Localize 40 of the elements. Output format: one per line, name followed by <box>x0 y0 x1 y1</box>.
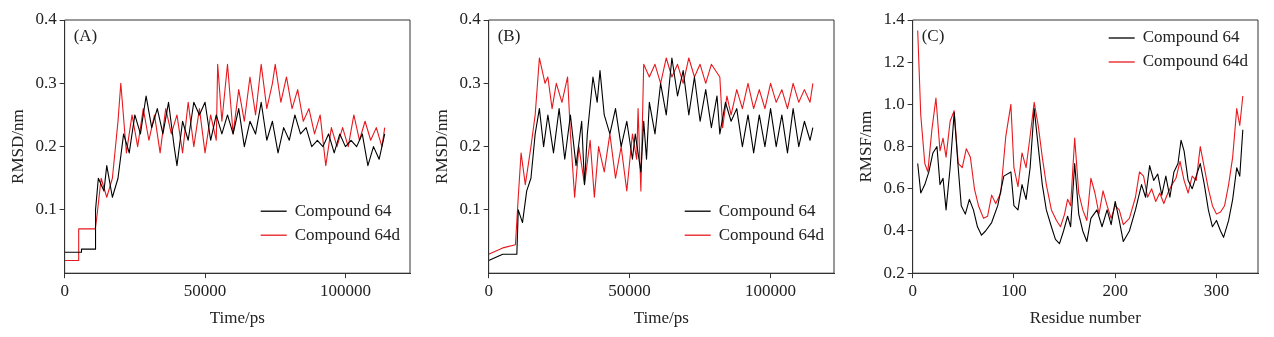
y-tick-label: 0.4 <box>459 9 482 29</box>
x-tick-label: 0 <box>908 280 917 300</box>
y-tick-label: 0.2 <box>459 136 481 156</box>
x-tick-label: 50000 <box>183 280 227 300</box>
y-tick-label: 1.2 <box>883 51 905 71</box>
y-axis-title: RMSF/nm <box>855 110 875 183</box>
y-tick-label: 0.2 <box>883 262 905 282</box>
y-tick-label: 1.0 <box>883 93 905 113</box>
x-tick-label: 50000 <box>608 280 651 300</box>
legend-label: Compound 64 <box>1142 27 1240 47</box>
legend-label: Compound 64 <box>718 200 816 220</box>
annotation: (B) <box>497 25 521 45</box>
legend-label: Compound 64d <box>718 224 825 244</box>
legend-label: Compound 64d <box>294 224 401 244</box>
y-tick-label: 0.6 <box>883 178 905 198</box>
y-tick-label: 0.2 <box>35 136 57 156</box>
x-tick-label: 0 <box>60 280 69 300</box>
x-tick-label: 100 <box>1001 280 1027 300</box>
x-tick-label: 300 <box>1203 280 1230 300</box>
x-tick-label: 100000 <box>319 280 371 300</box>
legend-label: Compound 64d <box>1142 51 1249 71</box>
x-tick-label: 100000 <box>745 280 797 300</box>
y-axis-title: RMSD/nm <box>7 109 27 184</box>
y-tick-label: 0.1 <box>459 199 481 219</box>
y-tick-label: 1.4 <box>883 9 906 29</box>
y-tick-label: 0.1 <box>35 199 57 219</box>
x-axis-title: Time/ps <box>209 308 265 328</box>
x-tick-label: 0 <box>484 280 493 300</box>
y-tick-label: 0.8 <box>883 136 905 156</box>
annotation: (A) <box>73 25 98 45</box>
y-tick-label: 0.4 <box>35 9 58 29</box>
legend-label: Compound 64 <box>294 200 392 220</box>
y-tick-label: 0.3 <box>459 72 481 92</box>
x-tick-label: 200 <box>1102 280 1128 300</box>
annotation: (C) <box>921 25 945 45</box>
y-tick-label: 0.4 <box>883 220 906 240</box>
y-axis-title: RMSD/nm <box>431 109 451 184</box>
y-tick-label: 0.3 <box>35 72 57 92</box>
x-axis-title: Residue number <box>1029 308 1142 328</box>
x-axis-title: Time/ps <box>633 308 689 328</box>
